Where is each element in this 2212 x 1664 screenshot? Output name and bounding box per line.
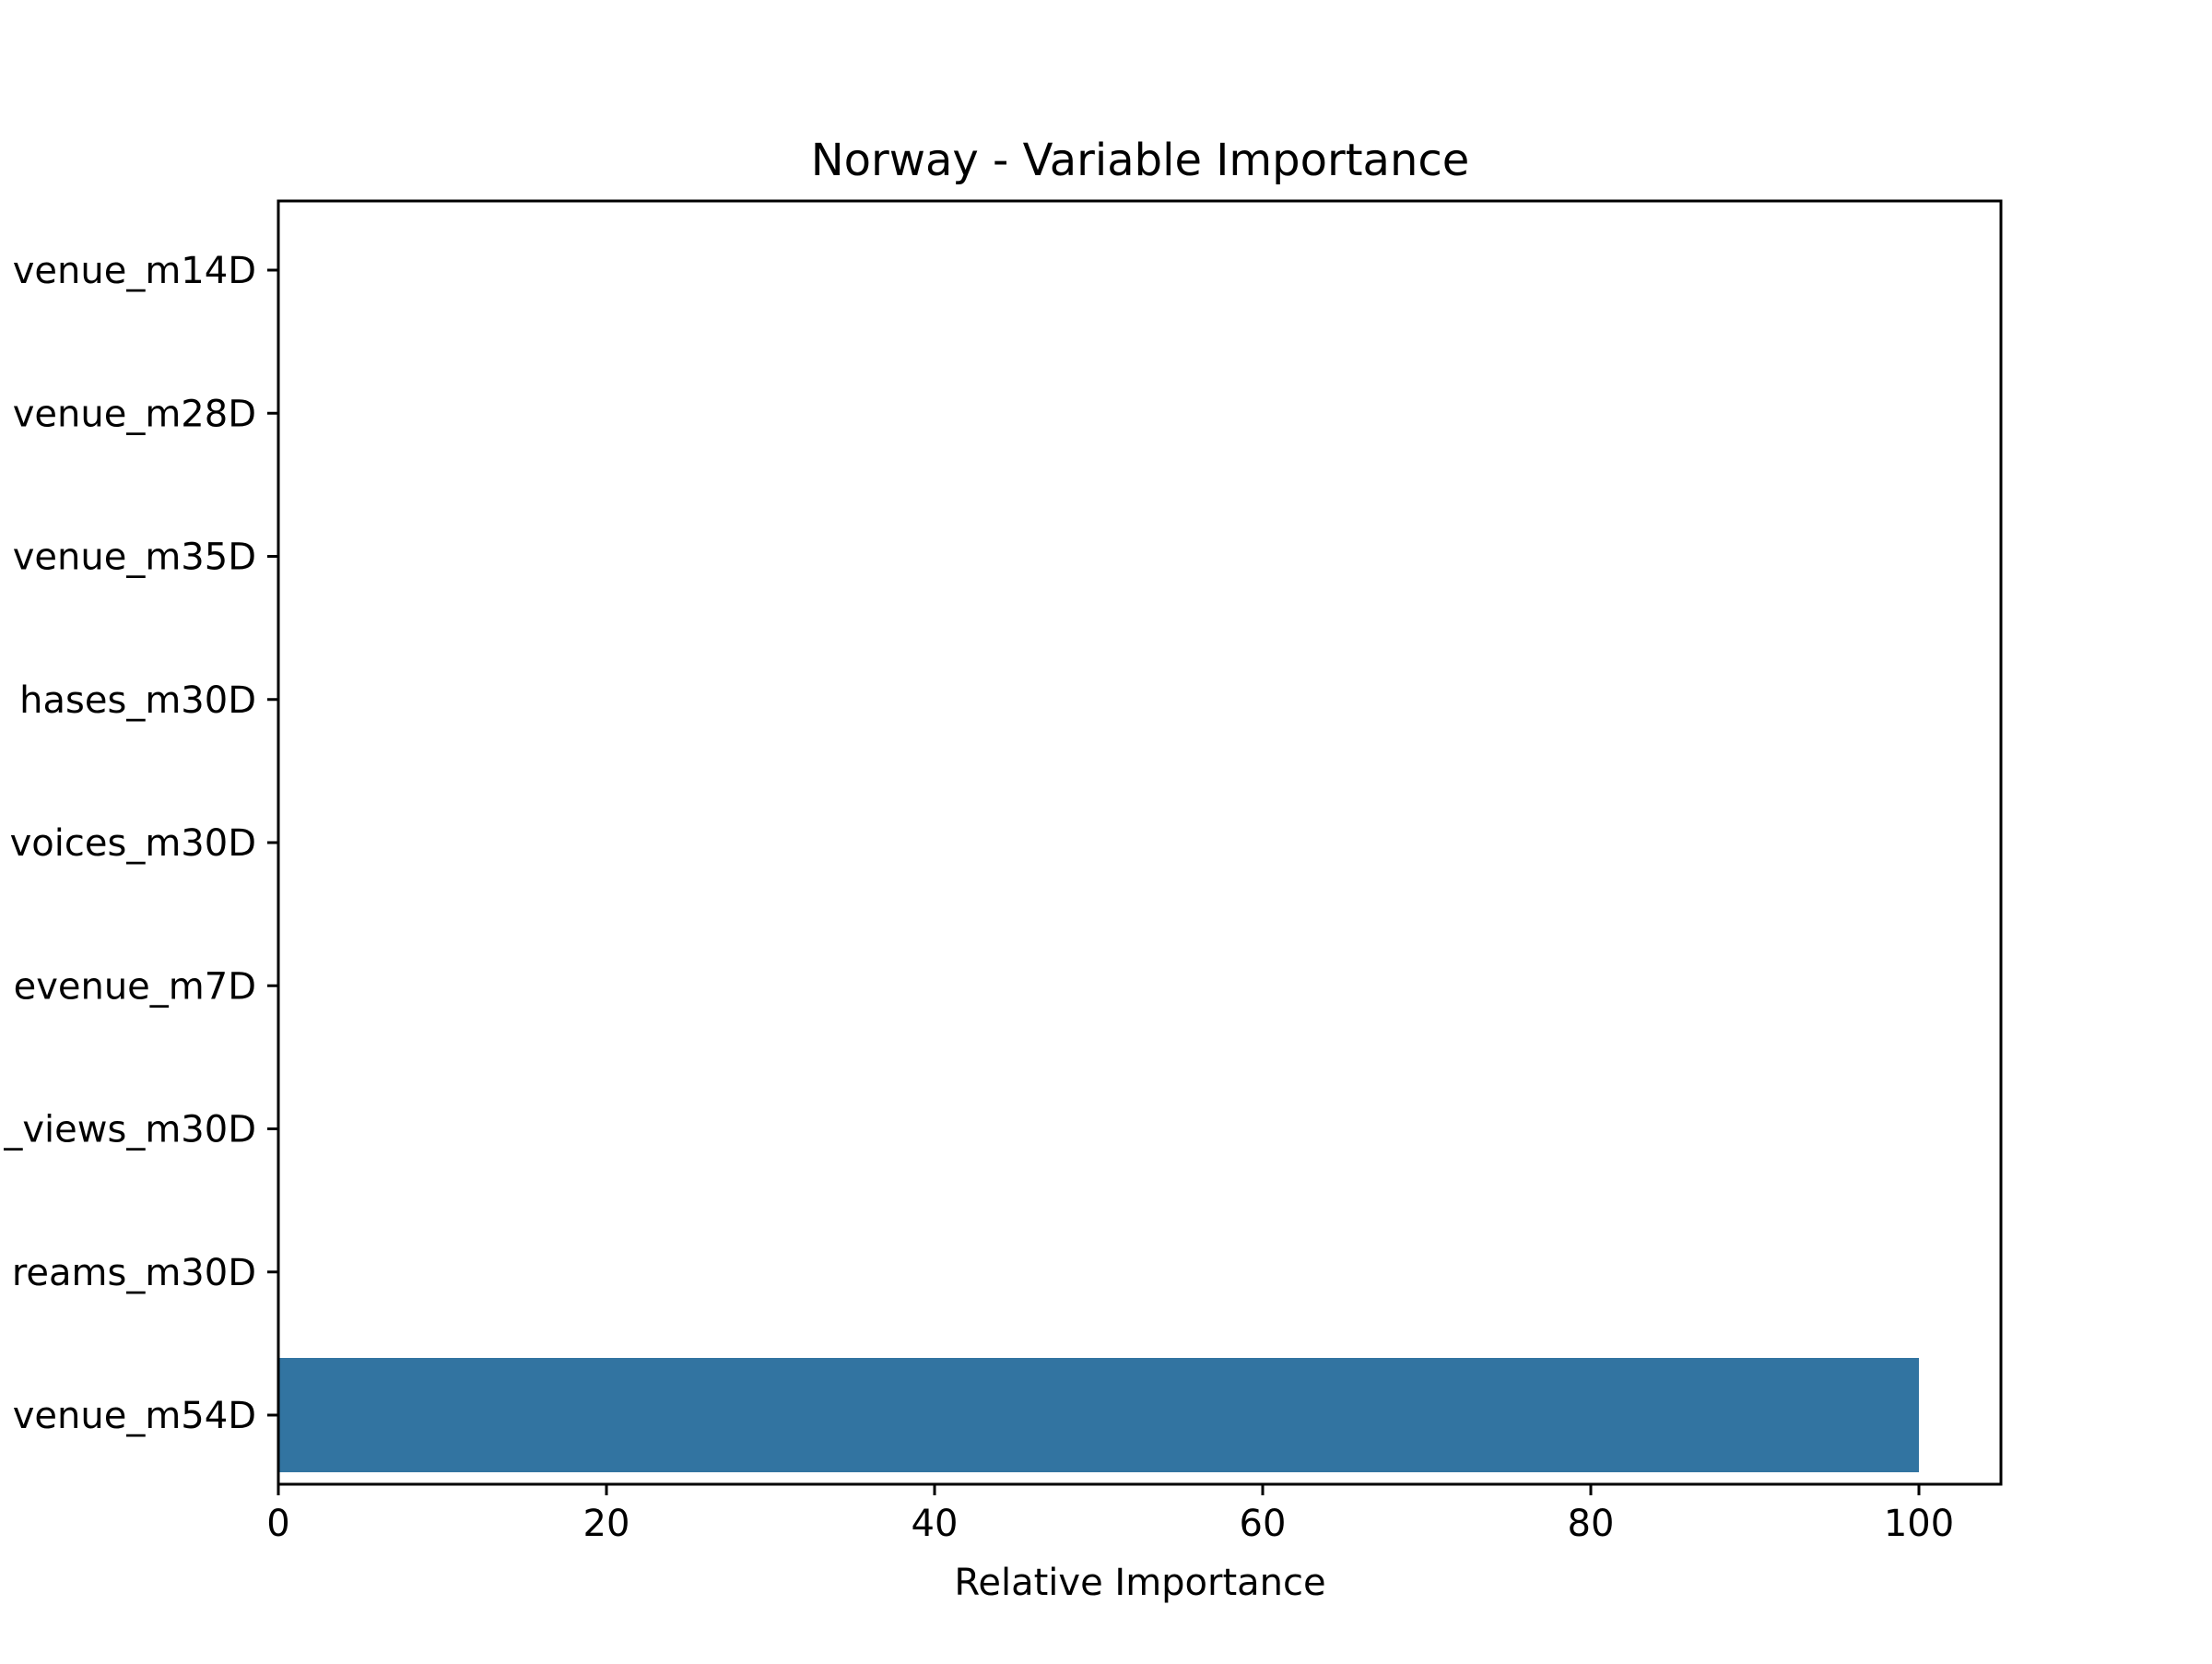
x-tick-label: 20: [583, 1503, 630, 1545]
x-tick-label: 60: [1240, 1503, 1287, 1545]
y-tick-label: hases_m30D: [19, 679, 256, 722]
x-axis-label: Relative Importance: [954, 1562, 1325, 1604]
y-axis-ticks: venue_m14D venue_m28D venue_m35D hases_m30D…: [3, 250, 278, 1437]
y-tick-label: venue_m28D: [13, 393, 256, 435]
y-tick-label: evenue_m7D: [14, 965, 256, 1008]
x-tick-label: 80: [1568, 1503, 1615, 1545]
y-tick-label: _views_m30D: [3, 1109, 256, 1151]
y-tick-label: venue_m54D: [13, 1395, 256, 1437]
x-tick-label: 100: [1884, 1503, 1954, 1545]
y-tick-label: venue_m14D: [13, 250, 256, 292]
x-axis-ticks: 0 20 40 60 80 100: [266, 1484, 1954, 1545]
y-tick-label: venue_m35D: [13, 537, 256, 579]
x-tick-label: 40: [912, 1503, 959, 1545]
bar-9: [278, 1358, 1919, 1472]
chart-title: Norway - Variable Importance: [811, 135, 1470, 186]
x-tick-label: 0: [266, 1503, 289, 1545]
y-tick-label: reams_m30D: [12, 1252, 256, 1294]
bars-group: [278, 1358, 1919, 1472]
y-tick-label: voices_m30D: [10, 822, 256, 865]
plot-frame: [276, 199, 2003, 1486]
